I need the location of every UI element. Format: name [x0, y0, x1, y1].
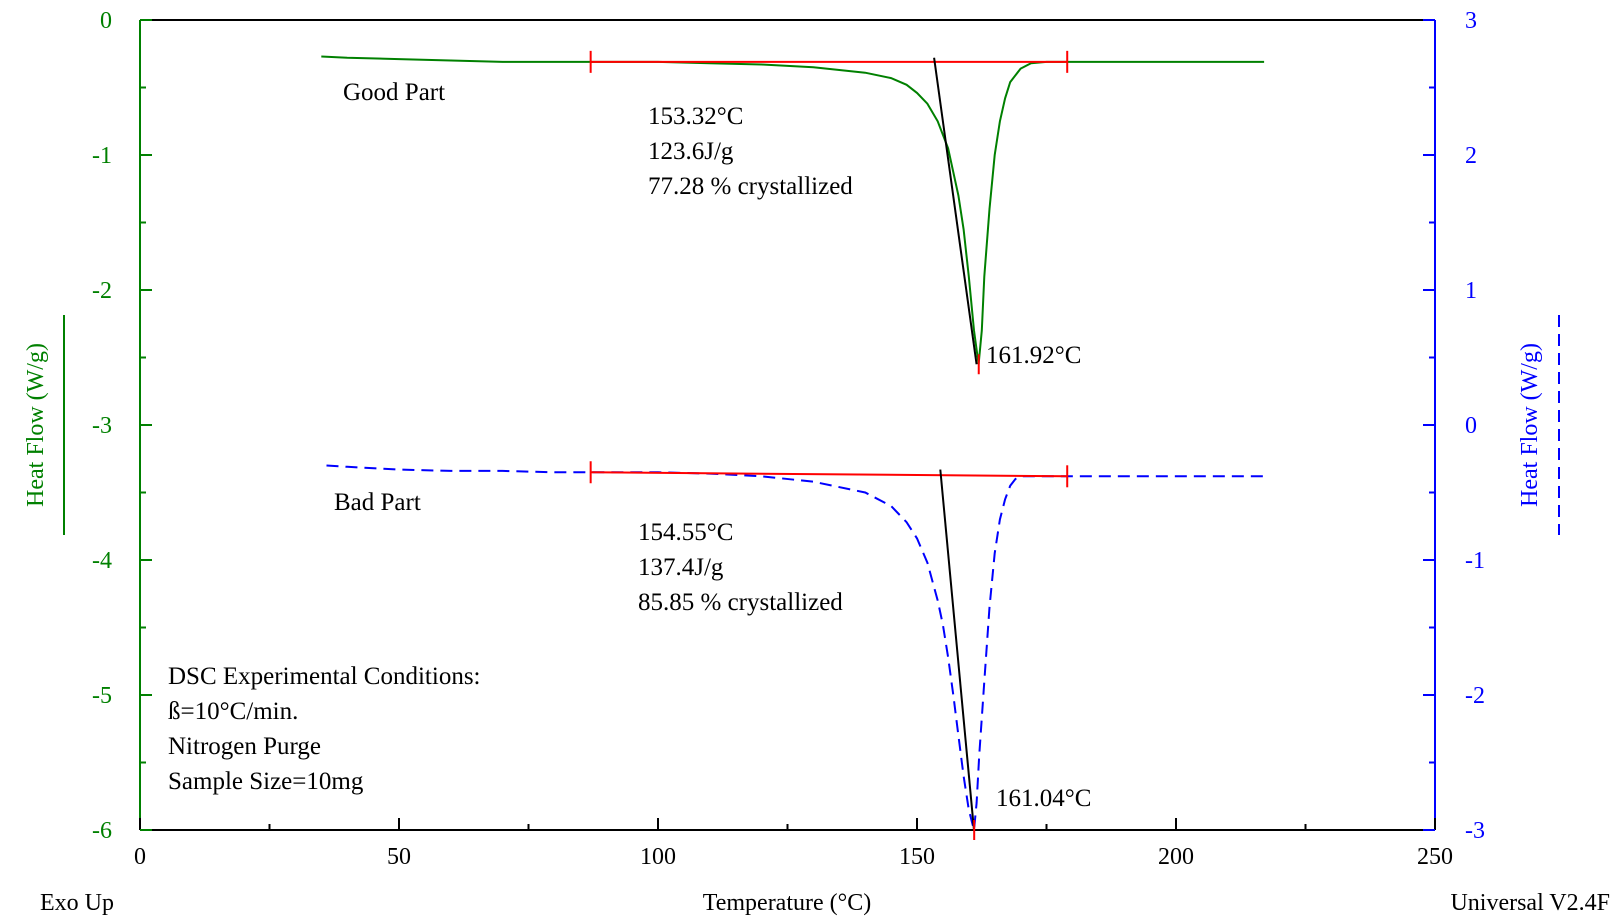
conditions-size: Sample Size=10mg: [168, 768, 364, 795]
left-y-tick-label: -1: [92, 143, 112, 169]
right-axis-title: Heat Flow (W/g): [1517, 315, 1560, 535]
right-y-tick-label: -1: [1465, 548, 1485, 574]
x-axis-label: Temperature (°C): [703, 890, 872, 916]
left-axis-label: Heat Flow (W/g): [23, 343, 49, 507]
right-y-tick-label: -2: [1465, 683, 1485, 709]
right-axis-label: Heat Flow (W/g): [1517, 343, 1543, 507]
bad-part-curve: [326, 464, 1265, 831]
conditions-purge: Nitrogen Purge: [168, 733, 321, 760]
right-y-tick-label: 0: [1465, 413, 1477, 439]
software-version-label: Universal V2.4F: [1450, 890, 1610, 916]
x-tick-label: 200: [1158, 844, 1194, 870]
x-tick-label: 150: [899, 844, 935, 870]
bad-part-label: Bad Part: [334, 489, 421, 516]
left-y-tick-label: -5: [92, 683, 112, 709]
ticks-layer: 0 50 100 150 200 250 0 -1 -2 -3 -4 -5 -6 3 2 1 0 -1 -2 -3: [92, 8, 1485, 870]
x-tick-label: 250: [1417, 844, 1453, 870]
bad-onset-label: 154.55°C: [638, 519, 733, 546]
right-y-tick-label: 3: [1465, 8, 1477, 34]
onset-tangent-line: [939, 469, 975, 831]
left-y-tick-label: -2: [92, 278, 112, 304]
bad-enthalpy-label: 137.4J/g: [638, 554, 724, 581]
right-y-tick-label: -3: [1465, 818, 1485, 844]
integration-baseline: [590, 471, 1068, 478]
left-axis-title: Heat Flow (W/g): [23, 315, 65, 535]
good-peak-label: 161.92°C: [986, 342, 1081, 369]
good-crystallized-label: 77.28 % crystallized: [648, 173, 853, 200]
left-y-tick-label: -4: [92, 548, 112, 574]
good-part-label: Good Part: [343, 79, 445, 106]
left-y-tick-label: -6: [92, 818, 112, 844]
good-part-curve: [321, 55, 1265, 365]
x-tick-label: 50: [387, 844, 411, 870]
bad-crystallized-label: 85.85 % crystallized: [638, 589, 843, 616]
good-onset-label: 153.32°C: [648, 103, 743, 130]
onset-tangent-line: [933, 57, 978, 365]
left-y-tick-label: 0: [100, 8, 112, 34]
bad-peak-label: 161.04°C: [996, 785, 1091, 812]
markers-layer: [589, 50, 1069, 840]
right-y-tick-label: 2: [1465, 143, 1477, 169]
x-tick-label: 100: [640, 844, 676, 870]
conditions-title: DSC Experimental Conditions:: [168, 663, 481, 690]
right-y-tick-label: 1: [1465, 278, 1477, 304]
conditions-rate: ß=10°C/min.: [168, 698, 298, 725]
good-enthalpy-label: 123.6J/g: [648, 138, 734, 165]
x-tick-label: 0: [134, 844, 146, 870]
exo-up-label: Exo Up: [40, 890, 114, 916]
left-y-tick-label: -3: [92, 413, 112, 439]
